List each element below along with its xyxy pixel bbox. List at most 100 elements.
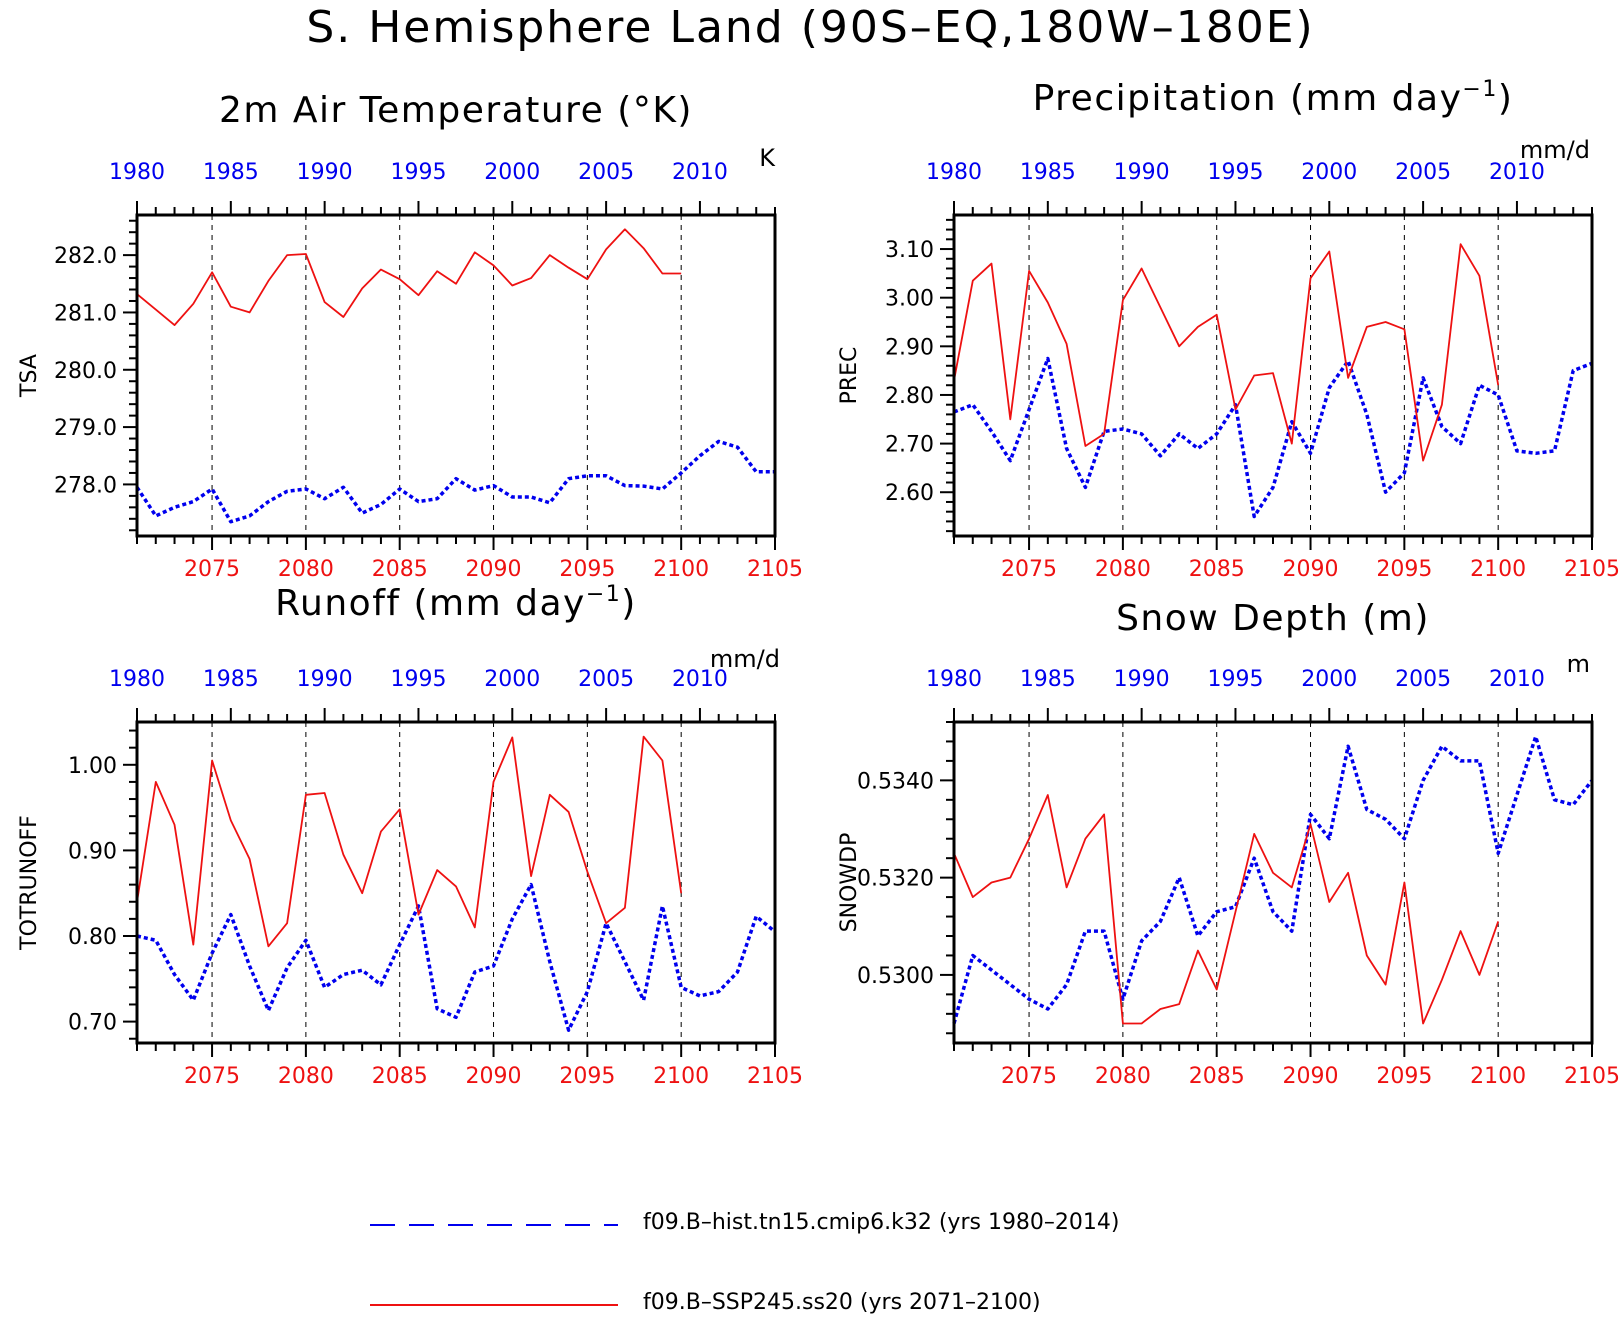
series-line-hist bbox=[136, 882, 777, 1032]
bottom-tick-label: 2075 bbox=[1001, 1064, 1057, 1089]
bottom-tick-label: 2095 bbox=[559, 1064, 615, 1089]
top-tick-label: 1990 bbox=[1114, 667, 1170, 692]
top-tick-label: 2000 bbox=[484, 667, 540, 692]
series-line-ssp bbox=[136, 228, 682, 327]
top-tick-label: 2000 bbox=[1301, 667, 1357, 692]
top-tick-label: 1995 bbox=[390, 667, 446, 692]
top-tick-label: 1980 bbox=[926, 667, 982, 692]
top-tick-label: 2005 bbox=[578, 160, 634, 185]
top-tick-label: 2010 bbox=[1489, 160, 1545, 185]
top-tick-label: 2010 bbox=[672, 667, 728, 692]
legend-swatch-hist bbox=[370, 1224, 618, 1226]
y-tick-label: 0.5320 bbox=[857, 867, 934, 892]
top-tick-label: 1995 bbox=[1207, 160, 1263, 185]
top-tick-label: 2000 bbox=[1301, 160, 1357, 185]
series-line-hist bbox=[135, 439, 775, 524]
y-tick-label: 0.5300 bbox=[857, 964, 934, 989]
top-tick-label: 1980 bbox=[926, 160, 982, 185]
y-tick-label: 2.70 bbox=[885, 433, 934, 458]
top-tick-label: 1990 bbox=[1114, 160, 1170, 185]
panel-title: 2m Air Temperature (°K) bbox=[219, 90, 693, 131]
legend-swatch-ssp bbox=[370, 1304, 618, 1306]
y-tick-label: 3.10 bbox=[885, 238, 934, 263]
units-label: mm/d bbox=[710, 645, 780, 673]
chart-panel-0: 2m Air Temperature (°K) K TSA 278.0 279.0 280… bbox=[17, 90, 803, 582]
top-tick-label: 2000 bbox=[484, 160, 540, 185]
bottom-tick-label: 2080 bbox=[278, 557, 334, 582]
y-tick-label: 278.0 bbox=[54, 473, 117, 498]
top-tick-label: 2005 bbox=[1395, 667, 1451, 692]
series-line-ssp bbox=[136, 735, 683, 948]
y-tick-label: 0.80 bbox=[68, 925, 117, 950]
panel-title: Runoff (mm day−1) bbox=[275, 582, 637, 624]
top-tick-label: 2005 bbox=[578, 667, 634, 692]
panel-title-sup: −1 bbox=[1462, 77, 1497, 102]
y-axis-label: TOTRUNOFF bbox=[17, 815, 42, 951]
bottom-tick-label: 2080 bbox=[1095, 1064, 1151, 1089]
panel-title: Snow Depth (m) bbox=[1116, 598, 1430, 639]
y-tick-label: 1.00 bbox=[68, 754, 117, 779]
panel-title-text: Runoff (mm day bbox=[275, 583, 586, 624]
top-tick-label: 1995 bbox=[390, 160, 446, 185]
panel-title-tail: ) bbox=[621, 583, 637, 624]
page-title: S. Hemisphere Land (90S–EQ,180W–180E) bbox=[306, 2, 1315, 53]
bottom-tick-label: 2100 bbox=[1470, 1064, 1526, 1089]
bottom-tick-label: 2090 bbox=[1283, 1064, 1339, 1089]
units-label: m bbox=[1567, 650, 1590, 678]
bottom-tick-label: 2085 bbox=[1189, 1064, 1245, 1089]
chart-panel-1: Precipitation (mm day−1)mm/d PREC 2.60 2.70… bbox=[837, 77, 1620, 582]
y-tick-label: 280.0 bbox=[54, 359, 117, 384]
top-tick-label: 2005 bbox=[1395, 160, 1451, 185]
bottom-tick-label: 2105 bbox=[747, 557, 803, 582]
bottom-tick-label: 2095 bbox=[1376, 1064, 1432, 1089]
bottom-tick-label: 2105 bbox=[747, 1064, 803, 1089]
y-tick-label: 2.80 bbox=[885, 384, 934, 409]
bottom-tick-label: 2085 bbox=[1189, 557, 1245, 582]
bottom-tick-label: 2090 bbox=[466, 1064, 522, 1089]
legend-label-hist: f09.B–hist.tn15.cmip6.k32 (yrs 1980–2014… bbox=[643, 1210, 1120, 1235]
bottom-tick-label: 2090 bbox=[466, 557, 522, 582]
y-axis-label: TSA bbox=[17, 354, 42, 398]
panel-title-text: 2m Air Temperature (°K) bbox=[219, 90, 693, 131]
top-tick-label: 1990 bbox=[297, 667, 353, 692]
y-tick-label: 2.60 bbox=[885, 481, 934, 506]
y-tick-label: 282.0 bbox=[54, 244, 117, 269]
bottom-tick-label: 2095 bbox=[559, 557, 615, 582]
bottom-tick-label: 2100 bbox=[653, 557, 709, 582]
bottom-tick-label: 2075 bbox=[1001, 557, 1057, 582]
top-tick-label: 1985 bbox=[203, 667, 259, 692]
y-tick-label: 0.90 bbox=[68, 839, 117, 864]
bottom-tick-label: 2105 bbox=[1564, 557, 1620, 582]
series-line-hist bbox=[952, 734, 1594, 1024]
bottom-tick-label: 2075 bbox=[184, 1064, 240, 1089]
plot-frame bbox=[135, 720, 777, 1045]
plot-frame bbox=[135, 213, 777, 538]
series-line-ssp bbox=[953, 794, 1500, 1025]
top-tick-label: 1980 bbox=[109, 667, 165, 692]
bottom-tick-label: 2100 bbox=[1470, 557, 1526, 582]
units-label: K bbox=[759, 144, 776, 172]
panel-title: Precipitation (mm day−1) bbox=[1033, 77, 1514, 119]
series-line-hist bbox=[953, 356, 1593, 519]
series-line-ssp bbox=[953, 243, 1500, 462]
y-tick-label: 279.0 bbox=[54, 416, 117, 441]
units-label: mm/d bbox=[1520, 136, 1590, 164]
y-tick-label: 281.0 bbox=[54, 301, 117, 326]
panel-title-sup: −1 bbox=[586, 582, 621, 607]
bottom-tick-label: 2105 bbox=[1564, 1064, 1620, 1089]
top-tick-label: 1980 bbox=[109, 160, 165, 185]
top-tick-label: 1985 bbox=[1020, 667, 1076, 692]
panel-title-text: Precipitation (mm day bbox=[1033, 78, 1463, 119]
y-tick-label: 0.5340 bbox=[857, 769, 934, 794]
y-axis-label: SNOWDP bbox=[837, 833, 862, 933]
top-tick-label: 1990 bbox=[297, 160, 353, 185]
y-tick-label: 0.70 bbox=[68, 1011, 117, 1036]
chart-panel-3: Snow Depth (m) m SNOWDP 0.5300 0.5320 0.5340 1… bbox=[837, 598, 1620, 1089]
legend-label-ssp: f09.B–SSP245.ss20 (yrs 2071–2100) bbox=[643, 1290, 1041, 1315]
chart-panel-2: Runoff (mm day−1) mm/d TOTRUNOFF 0.70 0.80 0.… bbox=[17, 582, 803, 1089]
y-tick-label: 2.90 bbox=[885, 335, 934, 360]
bottom-tick-label: 2085 bbox=[372, 557, 428, 582]
bottom-tick-label: 2100 bbox=[653, 1064, 709, 1089]
bottom-tick-label: 2080 bbox=[1095, 557, 1151, 582]
